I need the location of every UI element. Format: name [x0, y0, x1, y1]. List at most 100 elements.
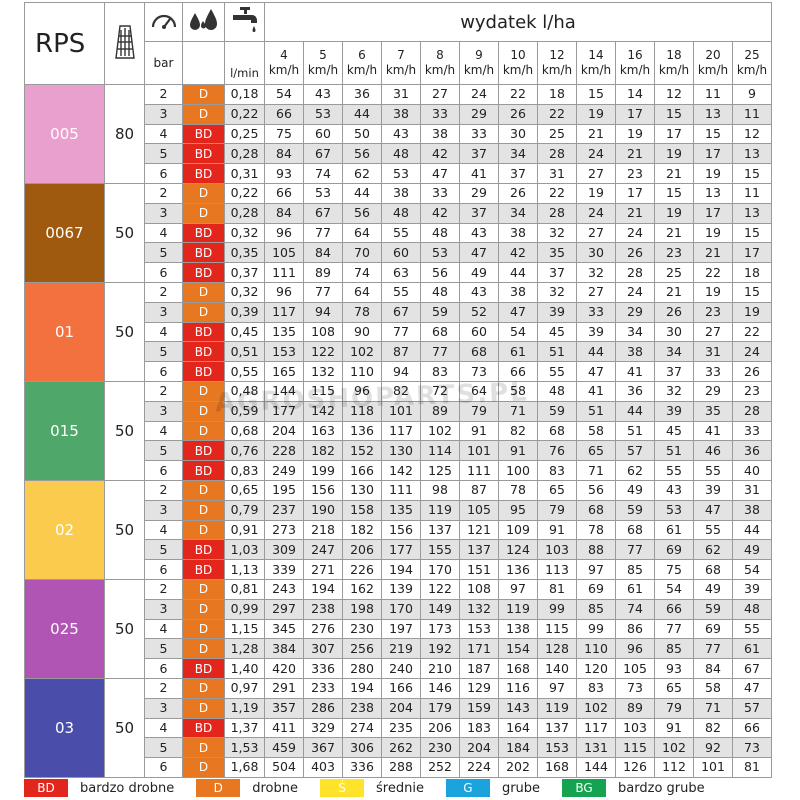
rate-value: 57	[732, 697, 772, 719]
rate-value: 144	[576, 757, 616, 778]
rate-value: 171	[459, 638, 499, 660]
flow-lmin: 0,81	[224, 578, 265, 600]
gauge-icon	[144, 2, 183, 42]
rate-value: 271	[303, 559, 343, 580]
rate-value: 48	[420, 222, 460, 244]
droplet-class: D	[182, 618, 225, 640]
rate-value: 177	[381, 539, 421, 561]
rate-value: 30	[654, 321, 694, 343]
rate-value: 156	[303, 479, 343, 501]
rate-value: 280	[342, 658, 382, 679]
flow-lmin: 0,31	[224, 163, 265, 184]
rate-value: 204	[459, 737, 499, 759]
rate-value: 118	[342, 400, 382, 422]
rate-value: 33	[732, 420, 772, 442]
rate-value: 103	[537, 539, 577, 561]
table-row: 025 50 2 D 0,81 243 194 162 139 122 108 97 81 69 61 54 4…	[24, 578, 772, 679]
flow-lmin: 0,76	[224, 440, 265, 462]
rate-value: 24	[459, 84, 499, 105]
rate-value: 117	[576, 717, 616, 739]
pressure-bar: 3	[144, 499, 183, 521]
legend-swatch: BD	[24, 779, 68, 797]
rate-value: 75	[654, 559, 694, 580]
rate-value: 47	[693, 499, 733, 521]
rate-value: 83	[576, 677, 616, 699]
flow-lmin: 1,13	[224, 559, 265, 580]
rate-value: 132	[303, 361, 343, 382]
rate-value: 152	[342, 440, 382, 462]
rate-value: 53	[381, 163, 421, 184]
rate-value: 39	[537, 301, 577, 323]
rate-value: 159	[459, 697, 499, 719]
rate-value: 65	[654, 677, 694, 699]
nozzle-size: 005	[24, 84, 105, 184]
rate-value: 411	[264, 717, 304, 739]
rate-value: 38	[381, 103, 421, 125]
rate-value: 15	[654, 103, 694, 125]
rate-value: 66	[498, 361, 538, 382]
rate-value: 61	[498, 341, 538, 363]
droplet-class: BD	[182, 717, 225, 739]
rate-value: 21	[654, 163, 694, 184]
rate-value: 84	[693, 658, 733, 679]
rate-value: 49	[732, 539, 772, 561]
table-row: 3 D 0,99 297 238 198 170 149 132 119 99 85 74 66 59 48	[25, 598, 772, 620]
legend-swatch: G	[445, 779, 490, 797]
pressure-bar: 2	[144, 578, 183, 600]
rate-value: 96	[264, 222, 304, 244]
rate-value: 15	[654, 182, 694, 204]
rate-value: 48	[537, 380, 577, 402]
pressure-bar: 4	[144, 420, 183, 442]
rate-value: 89	[615, 697, 655, 719]
rate-value: 42	[420, 143, 460, 165]
table-row: 6 BD 0,31 93 74 62 53 47 41 37 31 27 23 21 19 15	[25, 163, 772, 184]
rate-value: 156	[381, 519, 421, 541]
flow-lmin: 0,55	[224, 361, 265, 382]
rate-value: 64	[342, 281, 382, 303]
rate-value: 99	[576, 618, 616, 640]
rate-value: 177	[264, 400, 304, 422]
legend-label: drobne	[252, 780, 299, 796]
rate-value: 67	[303, 202, 343, 224]
flow-lmin: 0,65	[224, 479, 265, 501]
rate-value: 27	[576, 163, 616, 184]
rate-value: 26	[654, 301, 694, 323]
rate-value: 45	[537, 321, 577, 343]
droplet-header-blank	[182, 41, 225, 85]
rate-value: 32	[576, 262, 616, 283]
rate-value: 286	[303, 697, 343, 719]
rate-value: 101	[381, 400, 421, 422]
rate-value: 26	[498, 182, 538, 204]
rate-value: 49	[459, 262, 499, 283]
rate-value: 61	[732, 638, 772, 660]
rate-value: 34	[498, 202, 538, 224]
rate-value: 52	[459, 301, 499, 323]
rate-value: 115	[615, 737, 655, 759]
table-row: 5 BD 0,51 153 122 102 87 77 68 61 51 44 38 34 31 24	[25, 341, 772, 363]
rate-value: 27	[576, 281, 616, 303]
flow-lmin: 1,19	[224, 697, 265, 719]
rate-value: 55	[732, 618, 772, 640]
rate-value: 39	[732, 578, 772, 600]
rate-value: 24	[732, 341, 772, 363]
rate-value: 69	[576, 578, 616, 600]
rate-value: 35	[693, 400, 733, 422]
table-row: 005 80 2 D 0,18 54 43 36 31 27 24 22 18 15 14 12 11 9	[24, 84, 772, 184]
pressure-rating: 50	[104, 380, 145, 481]
rate-value: 135	[264, 321, 304, 343]
rate-value: 154	[498, 638, 538, 660]
rate-value: 89	[303, 262, 343, 283]
pressure-rating: 50	[104, 281, 145, 382]
rate-value: 34	[498, 143, 538, 165]
rate-value: 36	[732, 440, 772, 462]
table-row: 5 BD 0,76 228 182 152 130 114 101 91 76 65 57 51 46 36	[25, 440, 772, 462]
pressure-bar: 4	[144, 618, 183, 640]
rate-value: 84	[264, 143, 304, 165]
rate-value: 179	[420, 697, 460, 719]
rate-value: 61	[654, 519, 694, 541]
rate-value: 240	[381, 658, 421, 679]
flow-rate-title: wydatek l/ha	[264, 2, 772, 42]
table-row: 0067 50 2 D 0,22 66 53 44 38 33 29 26 22 19 17 15 13 11	[24, 182, 772, 283]
rate-value: 21	[576, 123, 616, 145]
